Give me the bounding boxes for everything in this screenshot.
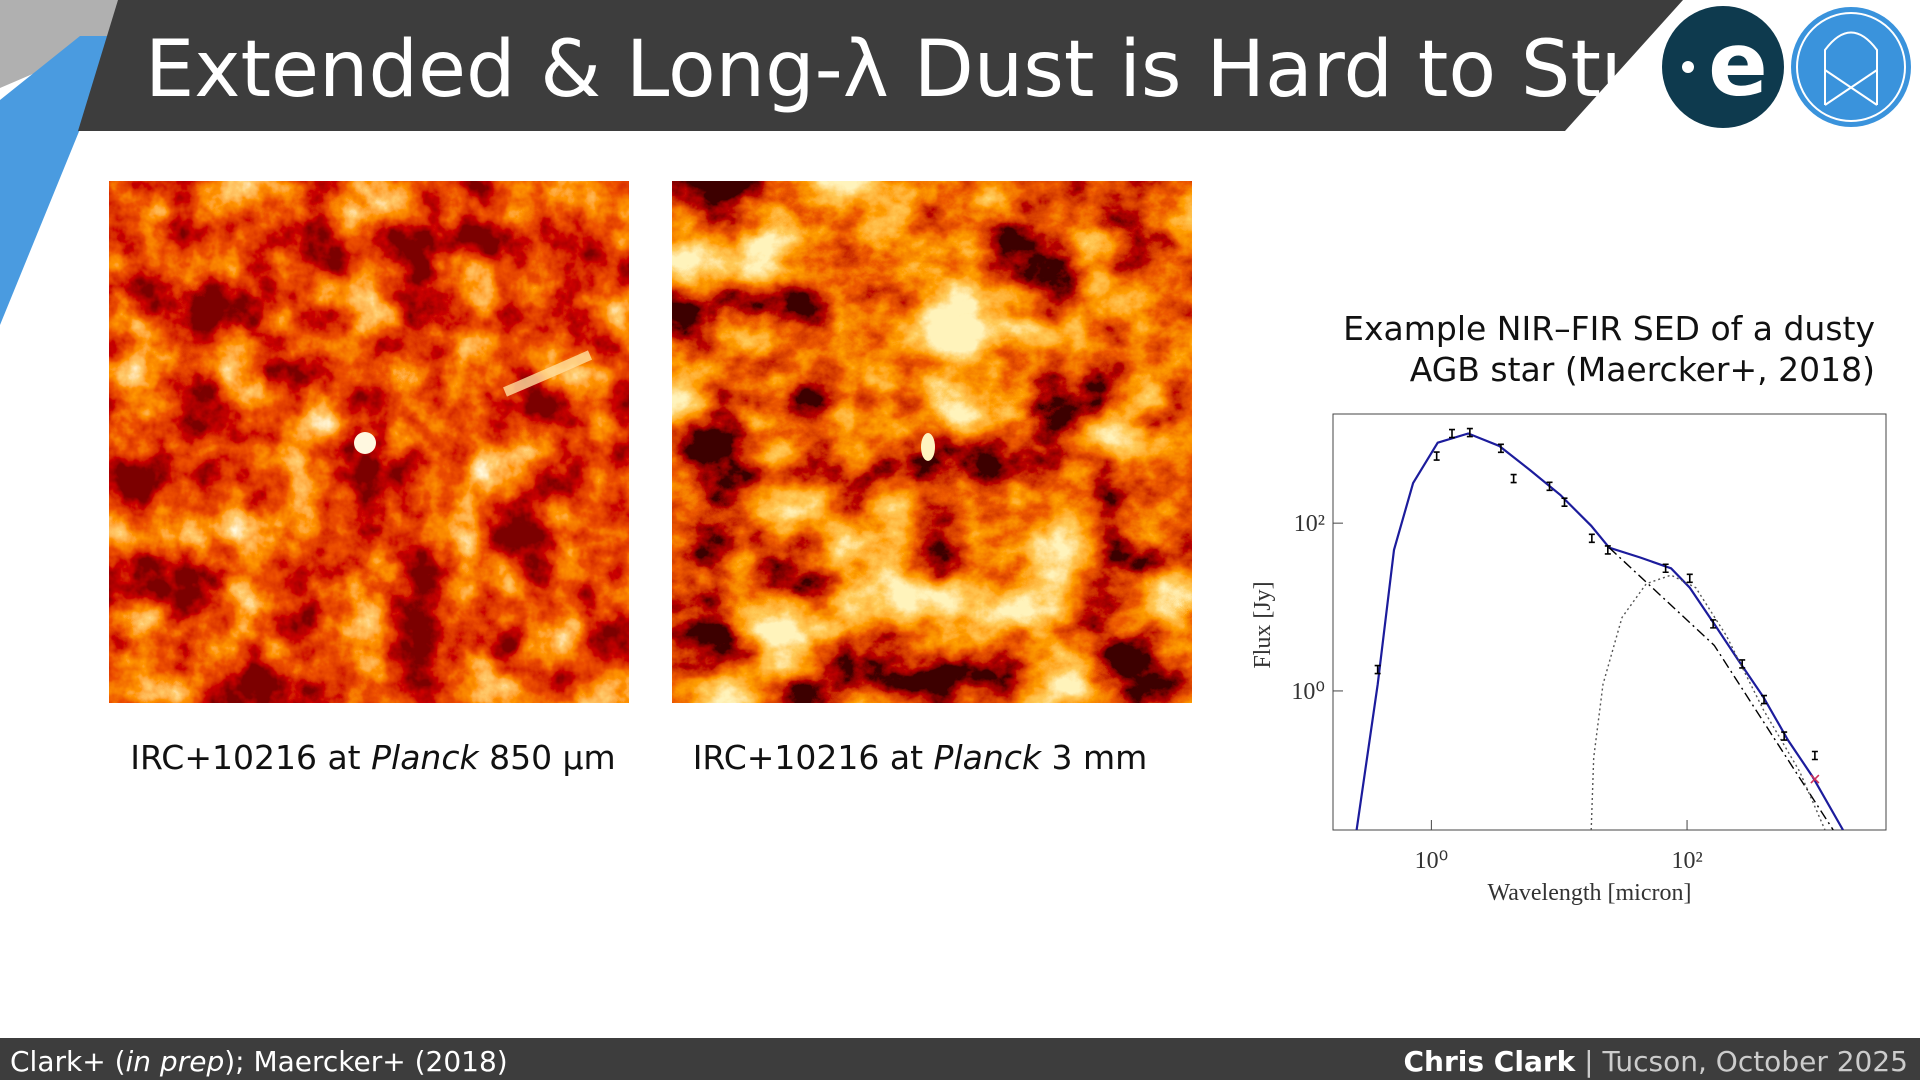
data-point: [1433, 451, 1440, 461]
y-tick-label: 10⁰: [1291, 679, 1325, 705]
slide-title: Extended & Long-λ Dust is Hard to Study: [145, 25, 1746, 115]
footer-credit: Clark+ (in prep); Maercker+ (2018): [10, 1045, 508, 1078]
plot-frame: [1332, 413, 1887, 831]
data-point: [1662, 563, 1669, 574]
image-caption: IRC+10216 at Planck 3 mm: [693, 738, 1148, 777]
y-tick-label: 10²: [1294, 511, 1325, 537]
data-point: [1374, 664, 1381, 675]
title-bar: [78, 0, 1683, 131]
x-tick-label: 10⁰: [1415, 848, 1449, 874]
data-point: [1497, 443, 1504, 454]
data-point: [1604, 545, 1611, 555]
data-point: [1810, 774, 1820, 784]
x-tick-label: 10²: [1671, 848, 1702, 874]
source-blob: [921, 433, 935, 461]
model-curve: [1608, 547, 1834, 830]
data-point: [1466, 427, 1473, 438]
logo-eso-ring: [1796, 12, 1906, 122]
data-point: [1588, 533, 1595, 544]
chart-title: AGB star (Maercker+, 2018): [1410, 350, 1875, 389]
source-blob: [354, 432, 376, 454]
logo-dot: [1682, 61, 1694, 73]
data-point: [1710, 619, 1717, 629]
y-axis-label: Flux [Jy]: [1250, 581, 1276, 668]
data-point: [1546, 481, 1553, 492]
data-point: [1449, 428, 1456, 439]
image-caption: IRC+10216 at Planck 850 µm: [130, 738, 615, 777]
data-point: [1781, 731, 1788, 741]
data-point: [1761, 694, 1768, 705]
data-point: [1811, 750, 1818, 761]
chart-title: Example NIR–FIR SED of a dusty: [1343, 309, 1875, 348]
data-point: [1510, 473, 1517, 484]
x-axis-label: Wavelength [micron]: [1488, 880, 1692, 906]
logo-esa: [1662, 6, 1784, 128]
data-point: [1561, 497, 1568, 507]
model-curve: [1590, 574, 1826, 830]
model-curve: [1355, 432, 1844, 830]
footer-bar: [0, 1038, 1920, 1080]
logo-e: e: [1708, 13, 1768, 116]
logo-eso: [1791, 7, 1911, 127]
data-point: [1739, 659, 1746, 669]
emission-streak: [503, 350, 593, 397]
footer-presenter: Chris Clark | Tucson, October 2025: [1404, 1045, 1909, 1078]
data-point: [1686, 573, 1693, 584]
logo-eso-mark: [1824, 31, 1878, 106]
